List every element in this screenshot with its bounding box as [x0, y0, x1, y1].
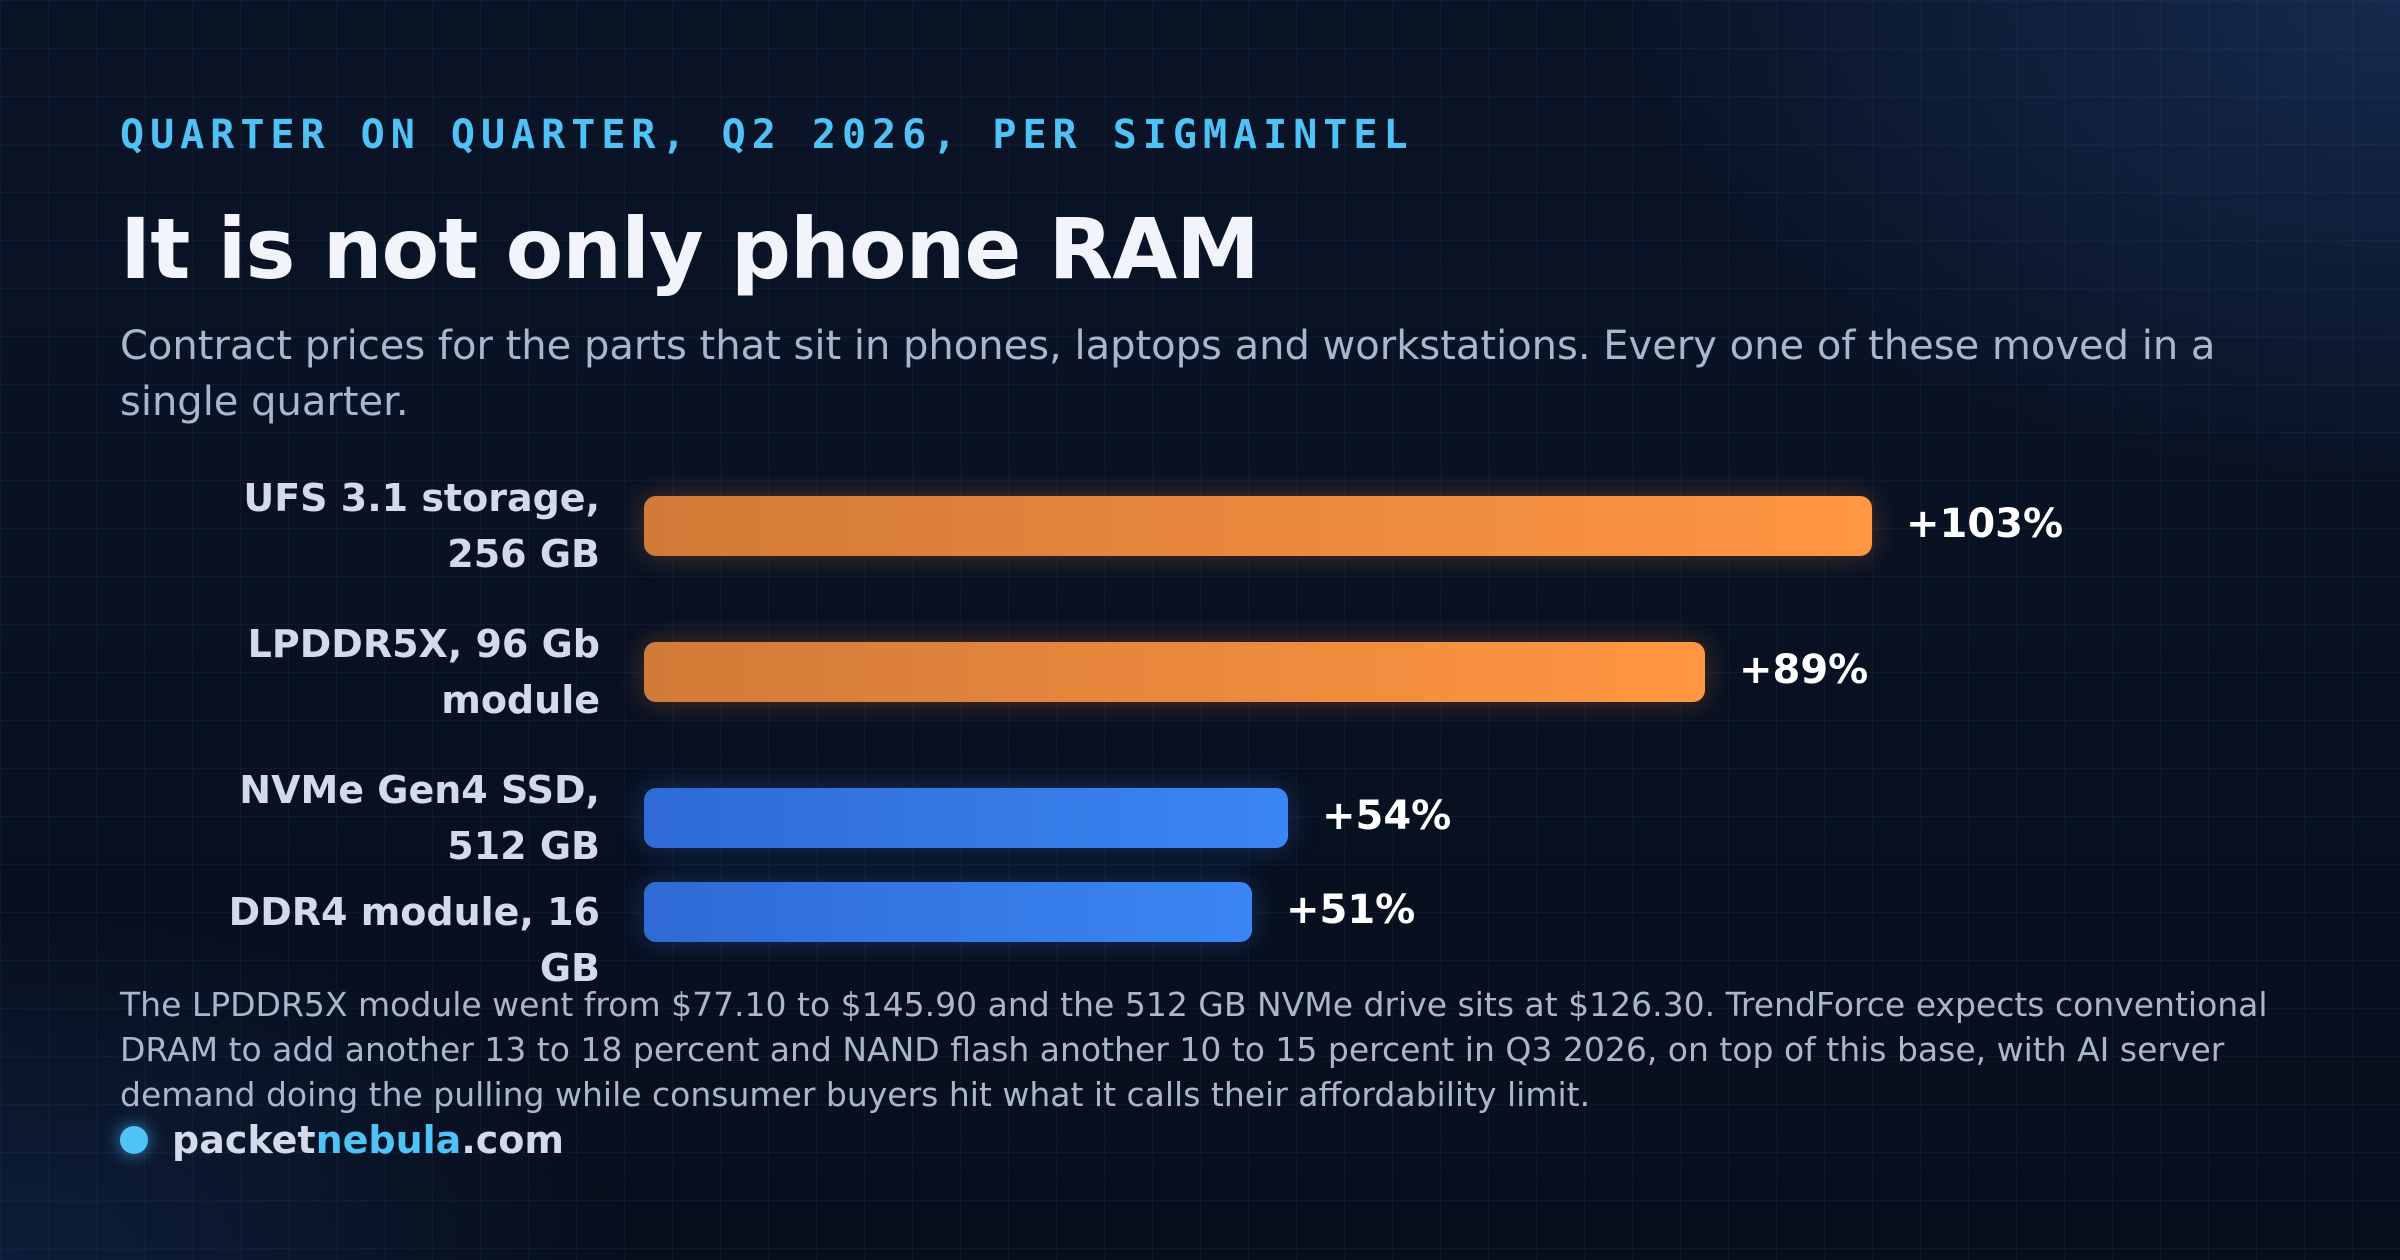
brand-dot-icon — [120, 1126, 148, 1154]
bar-row: LPDDR5X, 96 Gb module +89% — [120, 616, 2280, 728]
value-label: +103% — [1906, 501, 2064, 547]
kicker: QUARTER ON QUARTER, Q2 2026, PER SIGMAIN… — [120, 112, 1414, 158]
category-label: DDR4 module, 16 GB — [228, 890, 600, 990]
category-label: UFS 3.1 storage, 256 GB — [243, 476, 600, 576]
bar-row: UFS 3.1 storage, 256 GB +103% — [120, 470, 2280, 582]
bar-row: NVMe Gen4 SSD, 512 GB +54% — [120, 762, 2280, 874]
value-label: +89% — [1739, 647, 1869, 693]
brand-prefix: packet — [172, 1118, 316, 1162]
chart-subtitle: Contract prices for the parts that sit i… — [120, 323, 2216, 425]
category-label: LPDDR5X, 96 Gb module — [247, 622, 600, 722]
brand-suffix: .com — [461, 1118, 564, 1162]
category-label: NVMe Gen4 SSD, 512 GB — [239, 768, 600, 868]
footnote: The LPDDR5X module went from $77.10 to $… — [120, 985, 2268, 1114]
value-label: +51% — [1286, 887, 1416, 933]
bar — [644, 642, 1705, 702]
bar — [644, 882, 1252, 942]
chart-title: It is not only phone RAM — [120, 200, 1260, 298]
value-label: +54% — [1322, 793, 1452, 839]
brand[interactable]: packet nebula .com — [120, 1118, 564, 1162]
bar — [644, 788, 1288, 848]
bar — [644, 496, 1872, 556]
brand-accent: nebula — [315, 1118, 462, 1162]
bar-row: DDR4 module, 16 GB +51% — [120, 882, 2280, 990]
bar-chart: UFS 3.1 storage, 256 GB +103% LPDDR5X, 96 … — [120, 470, 2280, 990]
chart-card: QUARTER ON QUARTER, Q2 2026, PER SIGMAIN… — [120, 0, 2280, 1260]
